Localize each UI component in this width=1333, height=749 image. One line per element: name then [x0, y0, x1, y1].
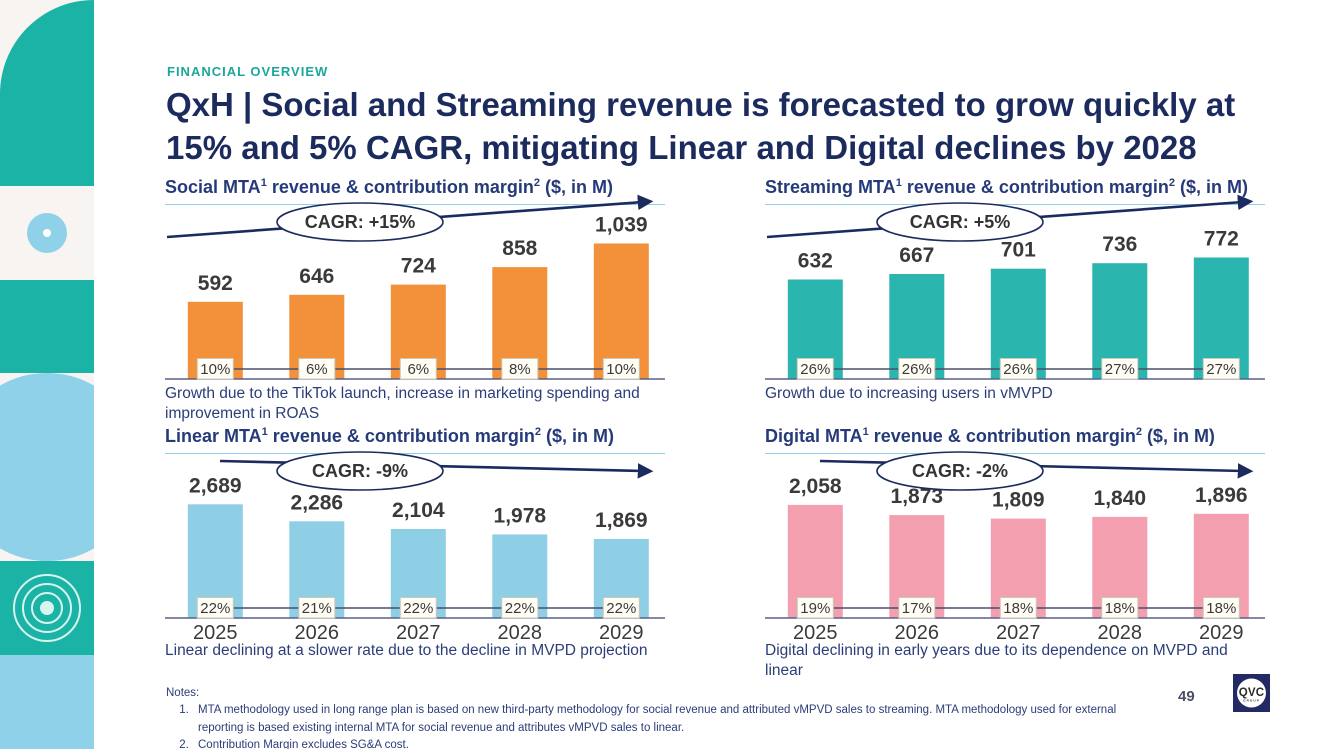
- svg-text:667: 667: [899, 244, 934, 267]
- svg-text:1,869: 1,869: [595, 509, 648, 532]
- svg-text:1,896: 1,896: [1195, 484, 1248, 507]
- svg-text:736: 736: [1102, 233, 1137, 256]
- svg-text:724: 724: [401, 255, 436, 278]
- svg-text:18%: 18%: [1105, 600, 1135, 617]
- svg-text:701: 701: [1001, 239, 1036, 262]
- svg-text:GROUP: GROUP: [1243, 698, 1260, 702]
- svg-text:2,104: 2,104: [392, 499, 445, 522]
- svg-text:2,689: 2,689: [189, 474, 242, 497]
- svg-text:21%: 21%: [302, 600, 332, 617]
- svg-text:2,058: 2,058: [789, 475, 842, 498]
- svg-text:18%: 18%: [1206, 600, 1236, 617]
- svg-text:22%: 22%: [606, 600, 636, 617]
- svg-text:772: 772: [1204, 228, 1239, 251]
- svg-text:1,840: 1,840: [1094, 487, 1147, 510]
- svg-text:1,039: 1,039: [595, 214, 648, 237]
- svg-text:858: 858: [502, 237, 537, 260]
- svg-text:CAGR: +15%: CAGR: +15%: [305, 212, 416, 232]
- svg-text:19%: 19%: [800, 600, 830, 617]
- svg-text:1,978: 1,978: [494, 504, 547, 527]
- svg-text:26%: 26%: [902, 361, 932, 378]
- svg-text:8%: 8%: [509, 361, 531, 378]
- svg-text:10%: 10%: [200, 361, 230, 378]
- svg-text:6%: 6%: [407, 361, 429, 378]
- svg-text:22%: 22%: [505, 600, 535, 617]
- svg-text:CAGR: -9%: CAGR: -9%: [312, 461, 408, 481]
- svg-text:QVC: QVC: [1239, 687, 1265, 699]
- svg-text:27%: 27%: [1105, 361, 1135, 378]
- svg-text:632: 632: [798, 250, 833, 273]
- svg-text:10%: 10%: [606, 361, 636, 378]
- svg-text:592: 592: [198, 272, 233, 295]
- svg-text:17%: 17%: [902, 600, 932, 617]
- svg-text:646: 646: [299, 265, 334, 288]
- svg-text:26%: 26%: [800, 361, 830, 378]
- svg-text:22%: 22%: [200, 600, 230, 617]
- svg-text:22%: 22%: [403, 600, 433, 617]
- svg-text:CAGR: -2%: CAGR: -2%: [912, 461, 1008, 481]
- svg-text:2,286: 2,286: [291, 491, 344, 514]
- svg-text:26%: 26%: [1003, 361, 1033, 378]
- svg-text:6%: 6%: [306, 361, 328, 378]
- svg-text:27%: 27%: [1206, 361, 1236, 378]
- svg-text:1,809: 1,809: [992, 489, 1045, 512]
- svg-text:CAGR: +5%: CAGR: +5%: [910, 212, 1011, 232]
- svg-text:18%: 18%: [1003, 600, 1033, 617]
